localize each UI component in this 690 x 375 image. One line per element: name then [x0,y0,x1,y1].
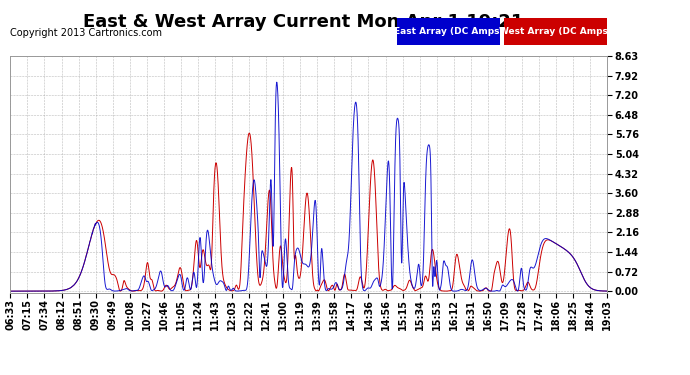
Text: West Array (DC Amps): West Array (DC Amps) [499,27,612,36]
Text: East Array (DC Amps): East Array (DC Amps) [394,27,503,36]
Text: Copyright 2013 Cartronics.com: Copyright 2013 Cartronics.com [10,28,162,38]
Text: East & West Array Current Mon Apr 1 19:21: East & West Array Current Mon Apr 1 19:2… [83,13,524,31]
